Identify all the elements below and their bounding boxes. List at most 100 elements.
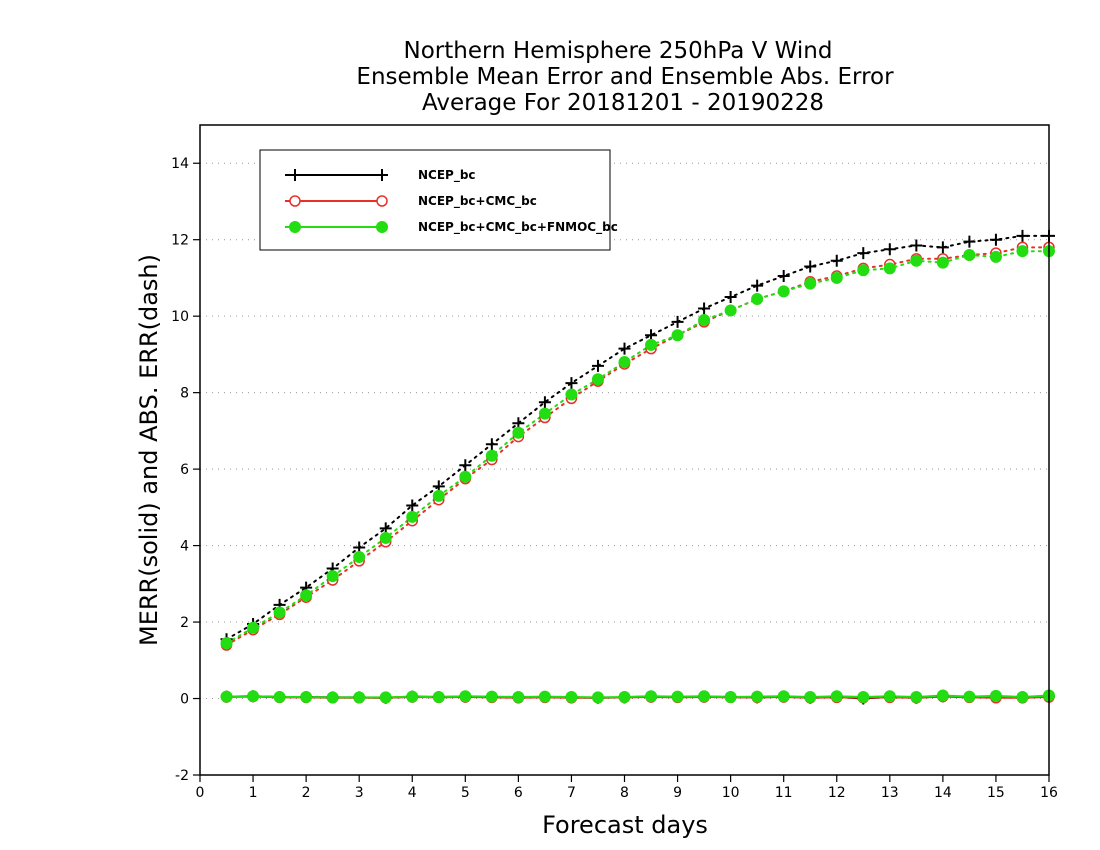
- x-tick-label-13: 13: [881, 785, 899, 801]
- y-axis-label: MERR(solid) and ABS. ERR(dash): [135, 254, 163, 646]
- legend: NCEP_bc NCEP_bc+CMC_bc NCEP_bc+CMC_bc+FNMO…: [259, 149, 618, 251]
- series-2-merr-point-12: [538, 690, 551, 703]
- series-0-abs-err-point-27: [936, 241, 949, 254]
- series-2-merr-point-28: [963, 690, 976, 703]
- legend-marker-end-2: [376, 221, 388, 233]
- series-2-merr-point-29: [989, 689, 1002, 702]
- series-1-abs-err-line: [225, 246, 1050, 646]
- series-0-abs-err-point-24: [857, 247, 870, 260]
- chart-title: Northern Hemisphere 250hPa V Wind Ensemb…: [356, 38, 894, 116]
- series-2-abs-err-point-14: [591, 373, 604, 386]
- series-0-abs-err-point-14: [591, 359, 604, 372]
- series-2-abs-err-point-7: [406, 510, 419, 523]
- series-2-abs-err-point-29: [989, 250, 1002, 263]
- series-2-abs-err-point-1: [247, 621, 260, 634]
- series-2-merr-point-1: [247, 690, 260, 703]
- series-0-abs-err-point-29: [989, 233, 1002, 246]
- series-0-abs-err-point-28: [963, 235, 976, 248]
- x-tick-label-12: 12: [828, 785, 846, 801]
- series-2-merr-point-14: [591, 691, 604, 704]
- series-markers: [220, 229, 1055, 705]
- series-0-abs-err-point-30: [1016, 229, 1029, 242]
- x-tick-label-10: 10: [722, 785, 740, 801]
- series-2-abs-err-point-4: [326, 570, 339, 583]
- series-2-merr-point-20: [751, 690, 764, 703]
- series-2-merr-point-10: [485, 690, 498, 703]
- series-0-abs-err-point-22: [804, 260, 817, 273]
- y-tick-label-2: 2: [180, 615, 189, 631]
- series-2-merr-point-13: [565, 691, 578, 703]
- series-0-abs-err-point-23: [830, 254, 843, 267]
- series-2-abs-err-point-23: [830, 271, 843, 284]
- series-2-merr-point-26: [910, 691, 923, 703]
- series-2-abs-err-point-5: [353, 551, 366, 564]
- series-2-abs-err-point-6: [379, 531, 392, 544]
- series-2-abs-err-point-20: [751, 292, 764, 305]
- series-2-merr-point-4: [326, 691, 339, 704]
- title-line-1: Northern Hemisphere 250hPa V Wind: [404, 38, 833, 64]
- legend-label-2: NCEP_bc+CMC_bc+FNMOC_bc: [418, 220, 618, 235]
- legend-marker-start-0: [289, 169, 301, 181]
- x-tick-label-7: 7: [567, 785, 576, 801]
- series-0-abs-err-point-19: [724, 291, 737, 304]
- series-2-abs-err-point-10: [485, 449, 498, 462]
- series-0-abs-err-point-21: [777, 270, 790, 283]
- series-2-abs-err-point-9: [459, 470, 472, 483]
- series-2-merr-point-6: [379, 691, 392, 704]
- grid-lines: [200, 162, 1049, 776]
- series-0-abs-err-point-10: [485, 438, 498, 451]
- series-2-abs-err-point-19: [724, 304, 737, 317]
- series-2-abs-err-point-8: [432, 489, 445, 502]
- series-2-abs-err-point-2: [273, 606, 286, 619]
- series-0-abs-err-point-15: [618, 342, 631, 355]
- series-2-merr-point-3: [300, 691, 313, 703]
- series-2-merr-point-18: [698, 690, 711, 703]
- series-2-abs-err-point-18: [698, 314, 711, 326]
- series-2-abs-err-point-22: [804, 277, 817, 290]
- series-2-merr-point-2: [273, 691, 286, 703]
- series-2-abs-err-point-30: [1016, 245, 1029, 258]
- y-tick-label-3: 4: [180, 539, 189, 555]
- x-axis-label: Forecast days: [542, 811, 708, 839]
- series-0-abs-err-point-25: [883, 243, 896, 256]
- series-2-abs-err-point-21: [777, 285, 790, 298]
- series-2-abs-err-point-15: [618, 356, 631, 369]
- series-2-merr-line: [226, 694, 1050, 699]
- series-2-merr-point-9: [459, 690, 472, 703]
- series-2-abs-err-point-16: [645, 338, 658, 351]
- series-0-abs-err-point-7: [406, 499, 419, 512]
- title-line-2: Ensemble Mean Error and Ensemble Abs. Er…: [356, 64, 894, 90]
- legend-marker-end-0: [376, 169, 388, 181]
- series-2-abs-err-point-12: [538, 407, 551, 420]
- series-2-merr-point-27: [936, 689, 949, 702]
- x-tick-label-5: 5: [461, 785, 470, 801]
- legend-label-1: NCEP_bc+CMC_bc: [418, 194, 537, 209]
- x-tick-label-16: 16: [1040, 785, 1058, 801]
- x-axis: 0 1 2 3 4 5 6 7 8 9 10 11 12 13 14 15 16: [196, 775, 1058, 801]
- series-0-abs-err-point-12: [538, 396, 551, 409]
- series-2-merr-point-0: [220, 690, 233, 703]
- x-tick-label-3: 3: [355, 785, 364, 801]
- series-2-merr-point-25: [883, 690, 896, 703]
- series-2-abs-err-point-26: [910, 254, 923, 267]
- series-2-merr-point-30: [1016, 691, 1029, 703]
- y-tick-label-4: 6: [180, 462, 189, 478]
- series-0-abs-err-point-13: [565, 377, 578, 390]
- series-2-merr-point-11: [512, 691, 525, 703]
- x-tick-label-1: 1: [249, 785, 258, 801]
- series-2-merr-point-15: [618, 691, 631, 703]
- x-tick-label-9: 9: [673, 785, 682, 801]
- y-tick-label-1: 0: [180, 692, 189, 708]
- series-2-abs-err-point-11: [512, 426, 525, 439]
- legend-marker-start-2: [289, 221, 301, 233]
- series-2-merr-point-5: [353, 691, 366, 704]
- series-2-merr-point-24: [857, 691, 870, 703]
- series-0-abs-err-point-20: [751, 279, 764, 292]
- series-0-abs-err-point-9: [459, 459, 472, 472]
- y-tick-label-7: 12: [171, 233, 189, 249]
- y-tick-label-0: -2: [175, 768, 189, 784]
- series-0-abs-err-point-18: [698, 302, 711, 315]
- series-2-abs-err-point-28: [963, 249, 976, 261]
- legend-marker-end-1: [376, 195, 388, 207]
